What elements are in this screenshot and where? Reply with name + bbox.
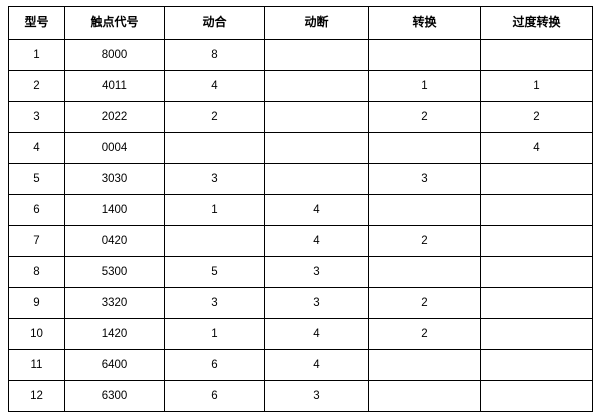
cell-contact-code: 1420: [64, 318, 165, 350]
cell-changeover: 2: [368, 318, 481, 350]
cell-changeover: [368, 194, 481, 226]
cell-normally-open: 1: [164, 194, 265, 226]
cell-changeover: 2: [368, 287, 481, 319]
cell-contact-code: 6400: [64, 349, 165, 381]
cell-normally-open: 5: [164, 256, 265, 288]
cell-transitional-changeover: [480, 318, 593, 350]
table-header: 型号 触点代号 动合 动断 转换 过度转换: [8, 6, 593, 40]
cell-changeover: 3: [368, 163, 481, 195]
cell-normally-closed: 4: [264, 349, 369, 381]
cell-normally-open: 3: [164, 163, 265, 195]
cell-normally-closed: [264, 39, 369, 71]
column-header-changeover: 转换: [368, 6, 481, 40]
cell-normally-open: 4: [164, 70, 265, 102]
table-row: 4 0004 4: [8, 132, 593, 164]
cell-changeover: 1: [368, 70, 481, 102]
cell-model: 10: [8, 318, 65, 350]
cell-contact-code: 5300: [64, 256, 165, 288]
table-header-row: 型号 触点代号 动合 动断 转换 过度转换: [8, 6, 593, 40]
cell-contact-code: 1400: [64, 194, 165, 226]
cell-transitional-changeover: [480, 287, 593, 319]
cell-contact-code: 6300: [64, 380, 165, 412]
cell-model: 12: [8, 380, 65, 412]
cell-normally-closed: 3: [264, 287, 369, 319]
cell-contact-code: 0004: [64, 132, 165, 164]
table-row: 1 8000 8: [8, 39, 593, 71]
cell-model: 7: [8, 225, 65, 257]
cell-normally-open: 3: [164, 287, 265, 319]
cell-changeover: [368, 132, 481, 164]
cell-contact-code: 4011: [64, 70, 165, 102]
column-header-normally-closed: 动断: [264, 6, 369, 40]
cell-changeover: [368, 380, 481, 412]
cell-transitional-changeover: [480, 256, 593, 288]
column-header-transitional-changeover: 过度转换: [480, 6, 593, 40]
cell-normally-open: 2: [164, 101, 265, 133]
cell-transitional-changeover: [480, 39, 593, 71]
cell-model: 1: [8, 39, 65, 71]
cell-normally-closed: 4: [264, 194, 369, 226]
cell-model: 5: [8, 163, 65, 195]
cell-model: 4: [8, 132, 65, 164]
column-header-model: 型号: [8, 6, 65, 40]
cell-contact-code: 8000: [64, 39, 165, 71]
table-row: 9 3320 3 3 2: [8, 287, 593, 319]
cell-transitional-changeover: [480, 225, 593, 257]
cell-transitional-changeover: [480, 163, 593, 195]
cell-changeover: 2: [368, 101, 481, 133]
spec-table-container: 型号 触点代号 动合 动断 转换 过度转换 1 8000 8 2 4011 4: [8, 6, 593, 412]
table-row: 3 2022 2 2 2: [8, 101, 593, 133]
cell-normally-open: 6: [164, 349, 265, 381]
cell-normally-open: [164, 132, 265, 164]
cell-model: 2: [8, 70, 65, 102]
column-header-contact-code: 触点代号: [64, 6, 165, 40]
table-row: 7 0420 4 2: [8, 225, 593, 257]
table-row: 10 1420 1 4 2: [8, 318, 593, 350]
cell-normally-open: 1: [164, 318, 265, 350]
cell-normally-closed: 3: [264, 256, 369, 288]
table-row: 6 1400 1 4: [8, 194, 593, 226]
table-row: 12 6300 6 3: [8, 380, 593, 412]
cell-normally-closed: 4: [264, 318, 369, 350]
cell-model: 9: [8, 287, 65, 319]
cell-normally-closed: [264, 163, 369, 195]
cell-transitional-changeover: [480, 380, 593, 412]
cell-contact-code: 0420: [64, 225, 165, 257]
cell-normally-closed: [264, 70, 369, 102]
cell-changeover: [368, 349, 481, 381]
table-row: 5 3030 3 3: [8, 163, 593, 195]
cell-contact-code: 3030: [64, 163, 165, 195]
cell-normally-closed: [264, 101, 369, 133]
cell-model: 6: [8, 194, 65, 226]
cell-normally-closed: [264, 132, 369, 164]
cell-changeover: [368, 256, 481, 288]
cell-model: 3: [8, 101, 65, 133]
cell-normally-open: 6: [164, 380, 265, 412]
cell-changeover: 2: [368, 225, 481, 257]
cell-transitional-changeover: 4: [480, 132, 593, 164]
cell-transitional-changeover: [480, 194, 593, 226]
table-body: 1 8000 8 2 4011 4 1 1 3 2022 2 2: [8, 39, 593, 412]
cell-transitional-changeover: [480, 349, 593, 381]
cell-contact-code: 2022: [64, 101, 165, 133]
column-header-normally-open: 动合: [164, 6, 265, 40]
cell-model: 8: [8, 256, 65, 288]
cell-transitional-changeover: 2: [480, 101, 593, 133]
cell-contact-code: 3320: [64, 287, 165, 319]
cell-transitional-changeover: 1: [480, 70, 593, 102]
cell-normally-open: 8: [164, 39, 265, 71]
cell-changeover: [368, 39, 481, 71]
cell-normally-open: [164, 225, 265, 257]
table-row: 8 5300 5 3: [8, 256, 593, 288]
table-row: 11 6400 6 4: [8, 349, 593, 381]
table-row: 2 4011 4 1 1: [8, 70, 593, 102]
cell-model: 11: [8, 349, 65, 381]
contact-code-table: 型号 触点代号 动合 动断 转换 过度转换 1 8000 8 2 4011 4: [8, 6, 593, 412]
cell-normally-closed: 4: [264, 225, 369, 257]
cell-normally-closed: 3: [264, 380, 369, 412]
